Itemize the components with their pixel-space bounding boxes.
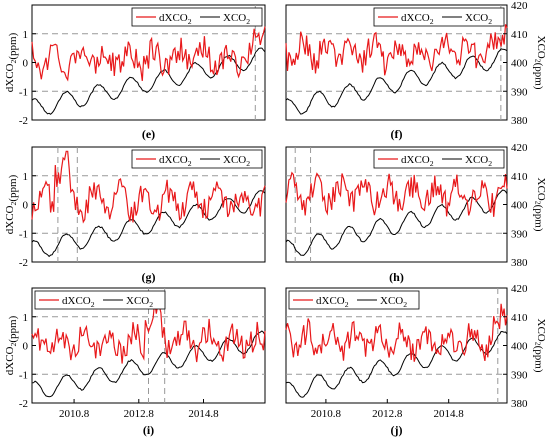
legend-box xyxy=(131,149,263,169)
legend: dXCO2 XCO2 xyxy=(373,7,505,27)
y-tick-label: 420 xyxy=(511,283,528,295)
panel-label: (e) xyxy=(142,127,155,141)
legend-box xyxy=(34,290,166,310)
y-tick-label: -2 xyxy=(19,115,28,127)
series-line-xco2 xyxy=(285,48,508,115)
y-tick-label: 410 xyxy=(511,29,528,41)
y-tick-label: -2 xyxy=(19,398,28,410)
panel-label: (j) xyxy=(391,423,403,437)
y-tick-label: 410 xyxy=(511,312,528,324)
y-axis-label-left: dXCO2(ppm) xyxy=(4,174,19,234)
legend-label-dxco2: dXCO2 xyxy=(401,154,434,168)
legend-label-xco2: XCO2 xyxy=(126,295,153,309)
y-tick-label: 400 xyxy=(511,58,528,70)
y-axis-label-left: dXCO2(ppm) xyxy=(4,32,19,92)
legend-box xyxy=(131,7,263,27)
legend-label-xco2: XCO2 xyxy=(465,12,492,26)
y-tick-label: 390 xyxy=(511,228,528,240)
legend-label-xco2: XCO2 xyxy=(465,154,492,168)
y-tick-label: 400 xyxy=(511,200,528,212)
series-line-dxco2 xyxy=(285,24,508,76)
y-tick-label: 420 xyxy=(511,0,528,12)
series-line-dxco2 xyxy=(31,150,266,224)
y-tick-label: -1 xyxy=(19,369,28,381)
y-axis-label-right: XCO2(ppm) xyxy=(532,36,547,90)
y-tick-label: -1 xyxy=(19,228,28,240)
series-line-xco2 xyxy=(285,330,508,398)
y-tick-label: -2 xyxy=(19,257,28,269)
panel-h: 420 410 400 390 380 XCO2(ppm) dXCO2 XCO2 (h) xyxy=(285,142,547,284)
y-tick-label: 1 xyxy=(23,312,29,324)
panel-label: (g) xyxy=(142,270,156,284)
legend-box xyxy=(288,290,420,310)
y-tick-label: 0 xyxy=(23,200,29,212)
panel-label: (f) xyxy=(391,127,403,141)
y-axis-label-left: dXCO2(ppm) xyxy=(4,315,19,375)
series-line-dxco2 xyxy=(31,26,266,82)
y-tick-label: 410 xyxy=(511,171,528,183)
legend-label-dxco2: dXCO2 xyxy=(159,12,192,26)
legend-label-dxco2: dXCO2 xyxy=(159,154,192,168)
y-tick-label: 1 xyxy=(23,29,29,41)
y-tick-label: 390 xyxy=(511,369,528,381)
y-tick-label: 400 xyxy=(511,341,528,353)
series-line-dxco2 xyxy=(285,171,508,217)
x-tick-label: 2014.8 xyxy=(188,408,219,420)
y-tick-label: 380 xyxy=(511,115,528,127)
y-tick-label: -1 xyxy=(19,86,28,98)
series-line-xco2 xyxy=(285,189,508,256)
x-tick-label: 2014.8 xyxy=(434,408,465,420)
panel-i: 1 0 -1 -2 2010.8 2012.8 2014.8 dXCO2(ppm) dXCO2 X… xyxy=(4,287,266,437)
series-line-xco2 xyxy=(31,190,266,258)
panel-f: 420 410 400 390 380 XCO2(ppm) dXCO2 XCO2 (f) xyxy=(285,0,547,141)
legend-label-dxco2: dXCO2 xyxy=(316,295,349,309)
legend-box xyxy=(373,7,505,27)
legend-box xyxy=(373,149,505,169)
legend-label-xco2: XCO2 xyxy=(223,12,250,26)
panel-label: (i) xyxy=(143,423,154,437)
y-axis-label-right: XCO2(ppm) xyxy=(532,319,547,373)
legend-label-dxco2: dXCO2 xyxy=(401,12,434,26)
panel-e: 1 0 -1 -2 dXCO2(ppm) dXCO2 XCO2 (e) xyxy=(4,4,266,141)
y-tick-label: 380 xyxy=(511,398,528,410)
legend: dXCO2 XCO2 xyxy=(131,149,263,169)
legend: dXCO2 XCO2 xyxy=(288,290,420,310)
y-tick-label: 390 xyxy=(511,86,528,98)
panel-label: (h) xyxy=(389,270,404,284)
legend-label-xco2: XCO2 xyxy=(380,295,407,309)
series-line-xco2 xyxy=(31,47,266,115)
series-line-dxco2 xyxy=(285,303,508,362)
legend: dXCO2 XCO2 xyxy=(373,149,505,169)
panel-j: 420 410 400 390 380 2010.8 2012.8 2014.8 XCO2(pp… xyxy=(285,283,547,437)
series-line-dxco2 xyxy=(31,300,266,364)
y-axis-label-right: XCO2(ppm) xyxy=(532,178,547,232)
legend: dXCO2 XCO2 xyxy=(131,7,263,27)
y-tick-label: 1 xyxy=(23,171,29,183)
x-tick-label: 2010.8 xyxy=(59,408,90,420)
x-tick-label: 2012.8 xyxy=(372,408,403,420)
x-tick-label: 2010.8 xyxy=(311,408,342,420)
y-tick-label: 0 xyxy=(23,58,29,70)
x-tick-label: 2012.8 xyxy=(124,408,155,420)
y-tick-label: 420 xyxy=(511,142,528,154)
y-tick-label: 0 xyxy=(23,341,29,353)
legend-label-dxco2: dXCO2 xyxy=(62,295,95,309)
legend-label-xco2: XCO2 xyxy=(223,154,250,168)
panel-g: 1 0 -1 -2 dXCO2(ppm) dXCO2 XCO2 (g) xyxy=(4,146,266,284)
y-tick-label: 380 xyxy=(511,257,528,269)
legend: dXCO2 XCO2 xyxy=(34,290,166,310)
